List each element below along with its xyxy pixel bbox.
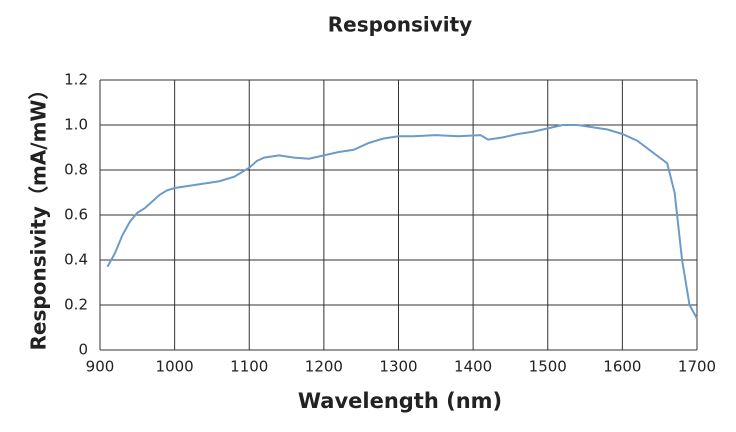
- y-tick-label: 0.4: [64, 251, 88, 269]
- y-axis-label: Responsivity（mA/mW）: [27, 80, 51, 351]
- x-tick-label: 900: [86, 358, 115, 376]
- y-tick-label: 0.2: [64, 296, 88, 314]
- data-line: [106, 124, 698, 319]
- x-axis-label: Wavelength (nm): [298, 389, 502, 413]
- x-tick-label: 1100: [230, 358, 268, 376]
- y-tick-label: 0.6: [64, 206, 88, 224]
- x-tick-label: 1400: [454, 358, 492, 376]
- chart-title: Responsivity: [328, 13, 472, 37]
- x-tick-label: 1500: [529, 358, 567, 376]
- y-tick-label: 1.2: [64, 71, 88, 89]
- x-tick-label: 1300: [379, 358, 417, 376]
- y-tick-label: 1.0: [64, 116, 88, 134]
- x-tick-label: 1000: [156, 358, 194, 376]
- x-tick-label: 1700: [678, 358, 716, 376]
- y-tick-label: 0.8: [64, 161, 88, 179]
- y-tick-label: 0: [78, 341, 88, 359]
- x-tick-label: 1200: [305, 358, 343, 376]
- x-tick-label: 1600: [603, 358, 641, 376]
